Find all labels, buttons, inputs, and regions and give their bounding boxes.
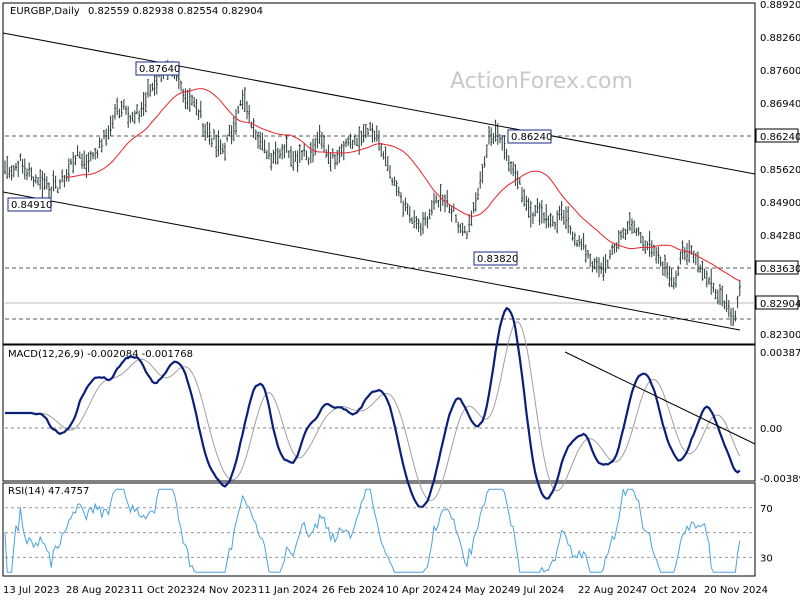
macd-signal-line — [5, 321, 741, 501]
price-tick-label: 0.86940 — [760, 99, 800, 110]
price-tick-box — [755, 295, 799, 310]
price-tick-box — [755, 260, 799, 275]
price-tick-label: 0.84280 — [760, 231, 800, 242]
annotation-label: 0.83820 — [477, 254, 518, 265]
x-tick-label: 10 Apr 2024 — [386, 585, 448, 596]
x-tick-label: 20 Nov 2024 — [704, 585, 768, 596]
channel-upper — [2, 32, 756, 175]
price-tick-label: 0.83630 — [760, 264, 800, 275]
price-tick-box — [755, 128, 799, 143]
macd-line — [5, 306, 741, 509]
macd-panel — [2, 344, 756, 482]
rsi-line — [4, 488, 741, 573]
annotation-box — [507, 129, 552, 144]
watermark: ActionForex.com — [450, 69, 633, 94]
annotation-box — [135, 61, 180, 76]
macd-tick-label: 0.003878 — [760, 348, 800, 359]
annotation-label: 0.84910 — [11, 200, 52, 211]
price-tick-label: 0.87600 — [760, 66, 800, 77]
price-tick-label: 0.88260 — [760, 33, 800, 44]
price-panel — [2, 2, 756, 345]
price-header-ohlc: 0.82559 0.82938 0.82554 0.82904 — [88, 6, 263, 17]
x-tick-label: 11 Jan 2024 — [258, 585, 318, 596]
price-tick-label: 0.88920 — [760, 0, 800, 11]
price-tick-label: 0.82300 — [760, 330, 800, 341]
macd-trendline — [564, 351, 756, 445]
price-tick-label: 0.82904 — [760, 299, 800, 310]
macd-layer — [5, 306, 756, 509]
price-layer: 0.87640 0.84910 0.86240 0.83820 — [2, 32, 756, 331]
annotation-box — [7, 197, 52, 212]
x-tick-label: 24 May 2024 — [449, 585, 514, 596]
x-tick-label: 9 Jul 2024 — [514, 585, 564, 596]
rsi-tick-label: 70 — [760, 504, 773, 515]
x-tick-label: 28 Aug 2023 — [66, 585, 130, 596]
moving-average-line — [66, 88, 740, 282]
annotation-label: 0.86240 — [511, 132, 552, 143]
channel-lower — [2, 191, 741, 331]
x-tick-label: 22 Aug 2024 — [578, 585, 642, 596]
macd-tick-label: 0.00 — [760, 424, 782, 435]
price-header-symbol: EURGBP,Daily — [10, 6, 80, 17]
x-tick-label: 13 Jul 2023 — [3, 585, 60, 596]
x-tick-label: 7 Oct 2024 — [641, 585, 696, 596]
macd-tick-label: -0.003894 — [760, 474, 800, 485]
rsi-label: RSI(14) 47.4757 — [8, 486, 89, 497]
x-tick-label: 26 Feb 2024 — [322, 585, 384, 596]
x-tick-label: 24 Nov 2023 — [193, 585, 257, 596]
axis-layer: 0.88920 0.88260 0.87600 0.86940 0.86240 0.856… — [3, 0, 800, 596]
price-tick-label: 0.84900 — [760, 198, 800, 209]
annotation-box — [473, 251, 518, 266]
annotation-label: 0.87640 — [139, 64, 180, 75]
rsi-layer — [4, 488, 755, 573]
rsi-tick-label: 30 — [760, 553, 773, 564]
price-tick-label: 0.86240 — [760, 132, 800, 143]
macd-label: MACD(12,26,9) -0.002084 -0.001768 — [8, 349, 193, 360]
price-tick-label: 0.85620 — [760, 165, 800, 176]
x-tick-label: 11 Oct 2023 — [131, 585, 193, 596]
